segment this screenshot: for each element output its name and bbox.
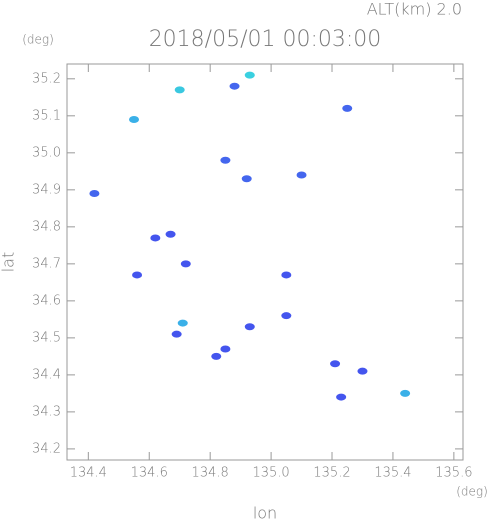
- echo-cell: [296, 171, 307, 179]
- echo-cell: [220, 345, 231, 353]
- y-tick-label: 34.3: [32, 404, 61, 419]
- x-tick-label: 134.8: [192, 466, 229, 481]
- x-axis-label: lon: [253, 504, 277, 521]
- echo-cell: [336, 393, 347, 401]
- y-tick-label: 34.2: [32, 441, 61, 456]
- echo-cell: [89, 190, 100, 198]
- echo-cell: [211, 352, 222, 360]
- y-tick-label: 34.7: [32, 256, 61, 271]
- y-tick-label: 35.0: [32, 145, 61, 160]
- echo-cell: [229, 82, 240, 90]
- echo-cell: [244, 323, 255, 331]
- echo-cell: [180, 260, 191, 268]
- echo-cell: [150, 234, 161, 242]
- chart-title: 2018/05/01 00:03:00: [149, 27, 382, 52]
- echo-cell: [171, 330, 182, 338]
- echo-cell: [400, 389, 411, 397]
- plot-frame: [66, 63, 464, 461]
- y-unit: (deg): [22, 33, 54, 47]
- echo-cell: [330, 360, 341, 368]
- x-tick-label: 135.2: [313, 466, 350, 481]
- echo-cell: [244, 71, 255, 79]
- echo-cell: [165, 230, 176, 238]
- y-tick-label: 35.2: [32, 71, 61, 86]
- echo-cell: [174, 86, 185, 94]
- y-tick-label: 34.4: [32, 367, 61, 382]
- x-tick-label: 135.0: [252, 466, 289, 481]
- altitude-label: ALT(km) 2.0: [367, 0, 462, 19]
- y-tick-label: 34.9: [32, 182, 61, 197]
- x-tick-label: 134.6: [131, 466, 168, 481]
- x-tick-label: 134.4: [70, 466, 107, 481]
- x-tick-label: 135.4: [374, 466, 411, 481]
- y-tick-label: 35.1: [32, 108, 61, 123]
- y-axis-label: lat: [0, 252, 18, 273]
- echo-cell: [281, 271, 292, 279]
- echo-cell: [220, 156, 231, 164]
- x-tick-label: 135.6: [435, 466, 472, 481]
- echo-cell: [132, 271, 143, 279]
- echo-cell: [342, 104, 353, 112]
- y-tick-label: 34.6: [32, 293, 61, 308]
- echo-cell: [241, 175, 252, 183]
- echo-cell: [281, 312, 292, 320]
- echo-cell: [177, 319, 188, 327]
- y-tick-label: 34.8: [32, 219, 61, 234]
- y-tick-label: 34.5: [32, 330, 61, 345]
- echo-cell: [357, 367, 368, 375]
- echo-cell: [129, 116, 140, 124]
- x-unit: (deg): [456, 485, 488, 499]
